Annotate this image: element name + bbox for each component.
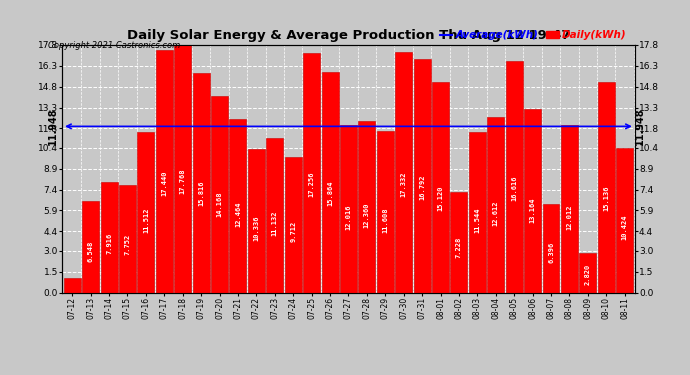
- Text: 16.616: 16.616: [511, 176, 518, 201]
- Text: 12.360: 12.360: [364, 202, 370, 228]
- Text: 14.168: 14.168: [217, 191, 223, 217]
- Text: 12.012: 12.012: [566, 205, 573, 230]
- Text: 15.136: 15.136: [603, 185, 609, 210]
- Bar: [340, 125, 357, 292]
- Bar: [156, 50, 172, 292]
- Bar: [137, 132, 155, 292]
- Text: 11.948: 11.948: [635, 108, 644, 145]
- Bar: [358, 121, 375, 292]
- Bar: [487, 117, 504, 292]
- Text: 13.164: 13.164: [530, 197, 535, 223]
- Bar: [211, 96, 228, 292]
- Bar: [395, 51, 412, 292]
- Bar: [248, 149, 265, 292]
- Text: 7.752: 7.752: [124, 233, 130, 255]
- Text: 11.132: 11.132: [272, 210, 278, 236]
- Text: 15.120: 15.120: [437, 185, 444, 211]
- Bar: [580, 253, 596, 292]
- Bar: [82, 201, 99, 292]
- Text: 16.792: 16.792: [419, 175, 425, 200]
- Bar: [266, 138, 284, 292]
- Bar: [303, 53, 320, 292]
- Text: 11.608: 11.608: [382, 207, 388, 232]
- Bar: [119, 185, 136, 292]
- Text: 11.544: 11.544: [474, 207, 480, 233]
- Text: 7.228: 7.228: [456, 237, 462, 258]
- Bar: [193, 73, 210, 292]
- Legend: Average(kWh), Daily(kWh): Average(kWh), Daily(kWh): [440, 30, 627, 40]
- Bar: [506, 62, 522, 292]
- Bar: [413, 59, 431, 292]
- Bar: [285, 158, 302, 292]
- Text: 11.948: 11.948: [48, 108, 59, 145]
- Bar: [451, 192, 467, 292]
- Text: 11.512: 11.512: [143, 208, 149, 233]
- Text: 17.440: 17.440: [161, 171, 167, 196]
- Bar: [469, 132, 486, 292]
- Bar: [524, 110, 541, 292]
- Bar: [542, 204, 560, 292]
- Bar: [616, 147, 633, 292]
- Bar: [101, 182, 117, 292]
- Text: 6.548: 6.548: [88, 241, 94, 262]
- Text: 7.916: 7.916: [106, 232, 112, 254]
- Text: 17.768: 17.768: [179, 169, 186, 194]
- Text: Copyright 2021 Castronics.com: Copyright 2021 Castronics.com: [48, 41, 181, 50]
- Bar: [63, 278, 81, 292]
- Text: 9.712: 9.712: [290, 221, 296, 242]
- Text: 17.256: 17.256: [308, 172, 315, 197]
- Text: 12.016: 12.016: [346, 205, 351, 230]
- Bar: [322, 72, 339, 292]
- Bar: [175, 45, 191, 292]
- Text: 12.612: 12.612: [493, 201, 499, 226]
- Text: 15.864: 15.864: [327, 180, 333, 206]
- Text: 12.464: 12.464: [235, 202, 241, 227]
- Text: 6.396: 6.396: [548, 242, 554, 263]
- Text: 15.816: 15.816: [198, 181, 204, 206]
- Text: 17.332: 17.332: [401, 171, 406, 197]
- Bar: [230, 119, 246, 292]
- Text: 10.424: 10.424: [622, 214, 628, 240]
- Bar: [377, 131, 394, 292]
- Bar: [598, 82, 615, 292]
- Text: 2.820: 2.820: [585, 264, 591, 285]
- Text: 10.336: 10.336: [253, 215, 259, 241]
- Title: Daily Solar Energy & Average Production Thu Aug 12 19:47: Daily Solar Energy & Average Production …: [127, 30, 570, 42]
- Bar: [561, 126, 578, 292]
- Bar: [432, 82, 449, 292]
